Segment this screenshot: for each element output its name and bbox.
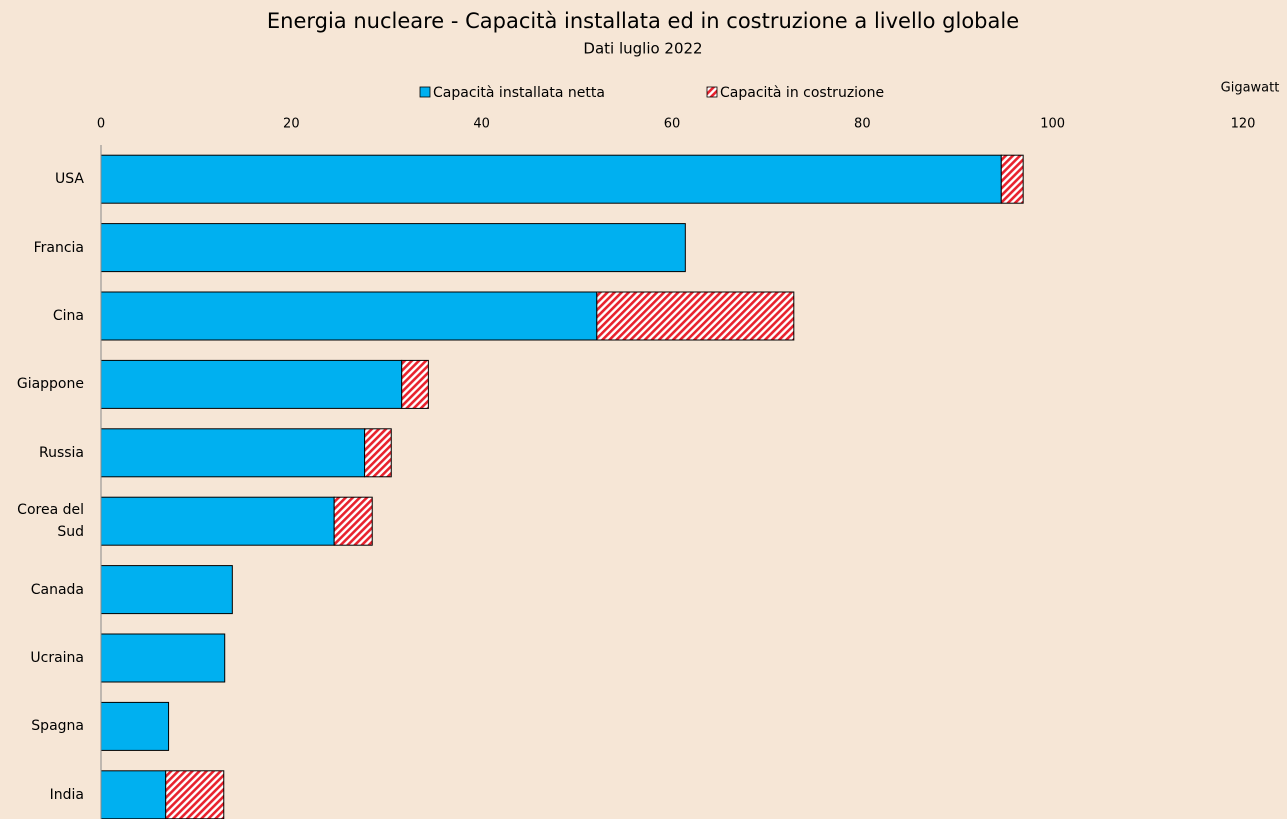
legend-swatch (419, 86, 431, 98)
y-tick-label: Spagna (31, 718, 84, 735)
y-tick-label: Cina (52, 308, 84, 324)
bar (100, 428, 366, 478)
bar (100, 496, 335, 546)
y-tick-label: Giappone (16, 376, 84, 393)
x-tick-label: 120 (1231, 117, 1256, 132)
bar (100, 359, 403, 409)
axis-label: Gigawatt (1221, 81, 1280, 96)
y-tick-label: USA (55, 171, 84, 188)
y-tick-label: Corea del Sud (17, 502, 84, 541)
x-tick-label: 20 (283, 117, 300, 132)
x-tick-label: 0 (97, 117, 105, 132)
bar (100, 291, 598, 341)
x-tick-label: 40 (473, 117, 490, 132)
legend-swatch (706, 86, 718, 98)
x-tick-label: 60 (664, 117, 681, 132)
bar (165, 770, 225, 819)
y-tick-label: Canada (30, 581, 84, 598)
bar (100, 154, 1002, 204)
bar (596, 291, 795, 341)
x-tick-label: 80 (854, 117, 871, 132)
bar (100, 701, 170, 751)
bar (333, 496, 373, 546)
bar (100, 223, 686, 273)
bar (401, 359, 429, 409)
bar (100, 770, 167, 819)
y-tick-label: India (49, 786, 84, 803)
chart-title: Energia nucleare - Capacità installata e… (267, 9, 1019, 33)
bar (364, 428, 392, 478)
y-tick-label: Ucraina (30, 650, 84, 666)
legend-label: Capacità installata netta (433, 85, 605, 101)
bar (100, 633, 226, 683)
x-tick-label: 100 (1040, 117, 1065, 132)
bar (1000, 154, 1024, 204)
y-tick-label: Francia (33, 239, 84, 256)
legend-label: Capacità in costruzione (720, 85, 884, 101)
y-tick-label: Russia (38, 444, 84, 461)
chart-subtitle: Dati luglio 2022 (583, 40, 702, 58)
bar (100, 565, 233, 615)
